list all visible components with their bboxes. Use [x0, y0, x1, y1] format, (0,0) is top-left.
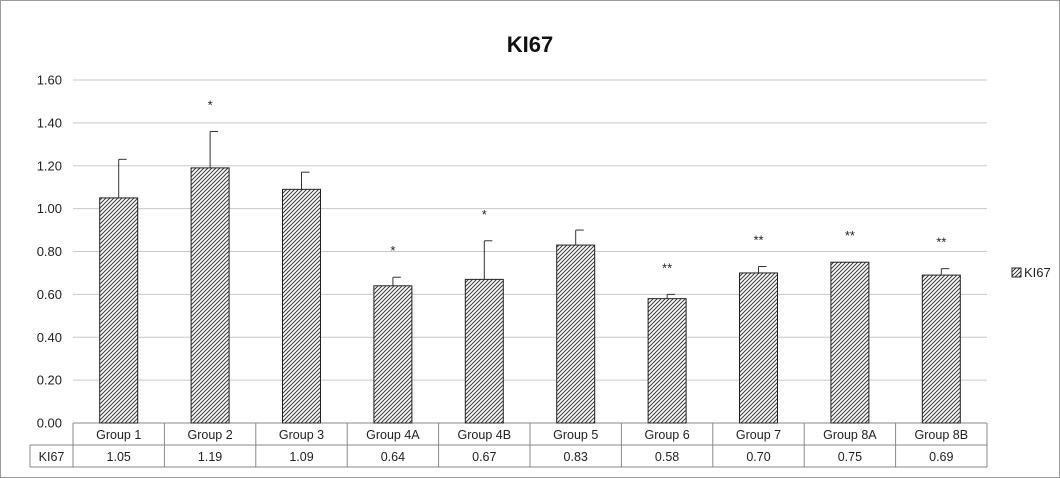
y-tick-label: 1.20: [37, 158, 62, 173]
bar: [464, 278, 504, 424]
table-value: 0.69: [929, 450, 953, 464]
y-tick-label: 0.20: [37, 373, 62, 388]
legend: KI67: [1011, 265, 1051, 280]
table-value: 0.75: [838, 450, 862, 464]
y-tick-label: 0.80: [37, 244, 62, 259]
significance-marker: **: [753, 233, 763, 248]
x-tick-label: Group 3: [279, 428, 324, 442]
bar: [830, 261, 870, 424]
y-tick-label: 1.40: [37, 115, 62, 130]
bar: [99, 197, 139, 424]
x-tick-label: Group 4A: [366, 428, 420, 442]
x-tick-label: Group 2: [188, 428, 233, 442]
table-value: 0.67: [472, 450, 496, 464]
bar: [739, 272, 778, 424]
x-tick-label: Group 4B: [458, 428, 512, 442]
significance-marker: **: [845, 228, 855, 243]
table-value: 1.19: [198, 450, 222, 464]
table-row-label: KI67: [39, 450, 65, 464]
x-tick-label: Group 8B: [915, 428, 969, 442]
bar: [282, 188, 321, 424]
x-tick-label: Group 1: [96, 428, 141, 442]
bar: [647, 298, 687, 424]
significance-marker: *: [482, 207, 487, 222]
table-value: 0.58: [655, 450, 679, 464]
x-tick-label: Group 8A: [823, 428, 877, 442]
bar: [921, 274, 961, 424]
table-value: 1.09: [289, 450, 313, 464]
table-value: 0.83: [564, 450, 588, 464]
significance-marker: *: [208, 97, 213, 112]
table-value: 0.70: [746, 450, 770, 464]
table-value: 1.05: [107, 450, 131, 464]
bars: ******* ** **: [99, 97, 961, 424]
y-tick-label: 0.00: [37, 416, 62, 431]
y-tick-label: 1.00: [37, 201, 62, 216]
data-table: Group 1 1.05 Group 2 1.19 Group 3 1.09 Group 4…: [29, 423, 988, 468]
x-tick-label: Group 6: [645, 428, 690, 442]
significance-marker: **: [936, 235, 946, 250]
y-axis-ticks: 0.00 0.20 0.40 0.60 0.80 1.00 1.20 1.40 1.60: [37, 73, 62, 431]
bar: [556, 244, 596, 424]
legend-swatch: [1011, 267, 1022, 278]
y-tick-label: 0.40: [37, 330, 62, 345]
bar: [373, 285, 413, 424]
x-tick-label: Group 5: [553, 428, 598, 442]
significance-marker: *: [390, 243, 395, 258]
chart-title: KI67: [507, 32, 553, 57]
significance-marker: **: [662, 260, 672, 275]
table-value: 0.64: [381, 450, 405, 464]
y-tick-label: 1.60: [37, 73, 62, 88]
bar: [190, 167, 230, 424]
legend-label: KI67: [1024, 265, 1051, 280]
x-tick-label: Group 7: [736, 428, 781, 442]
y-tick-label: 0.60: [37, 287, 62, 302]
